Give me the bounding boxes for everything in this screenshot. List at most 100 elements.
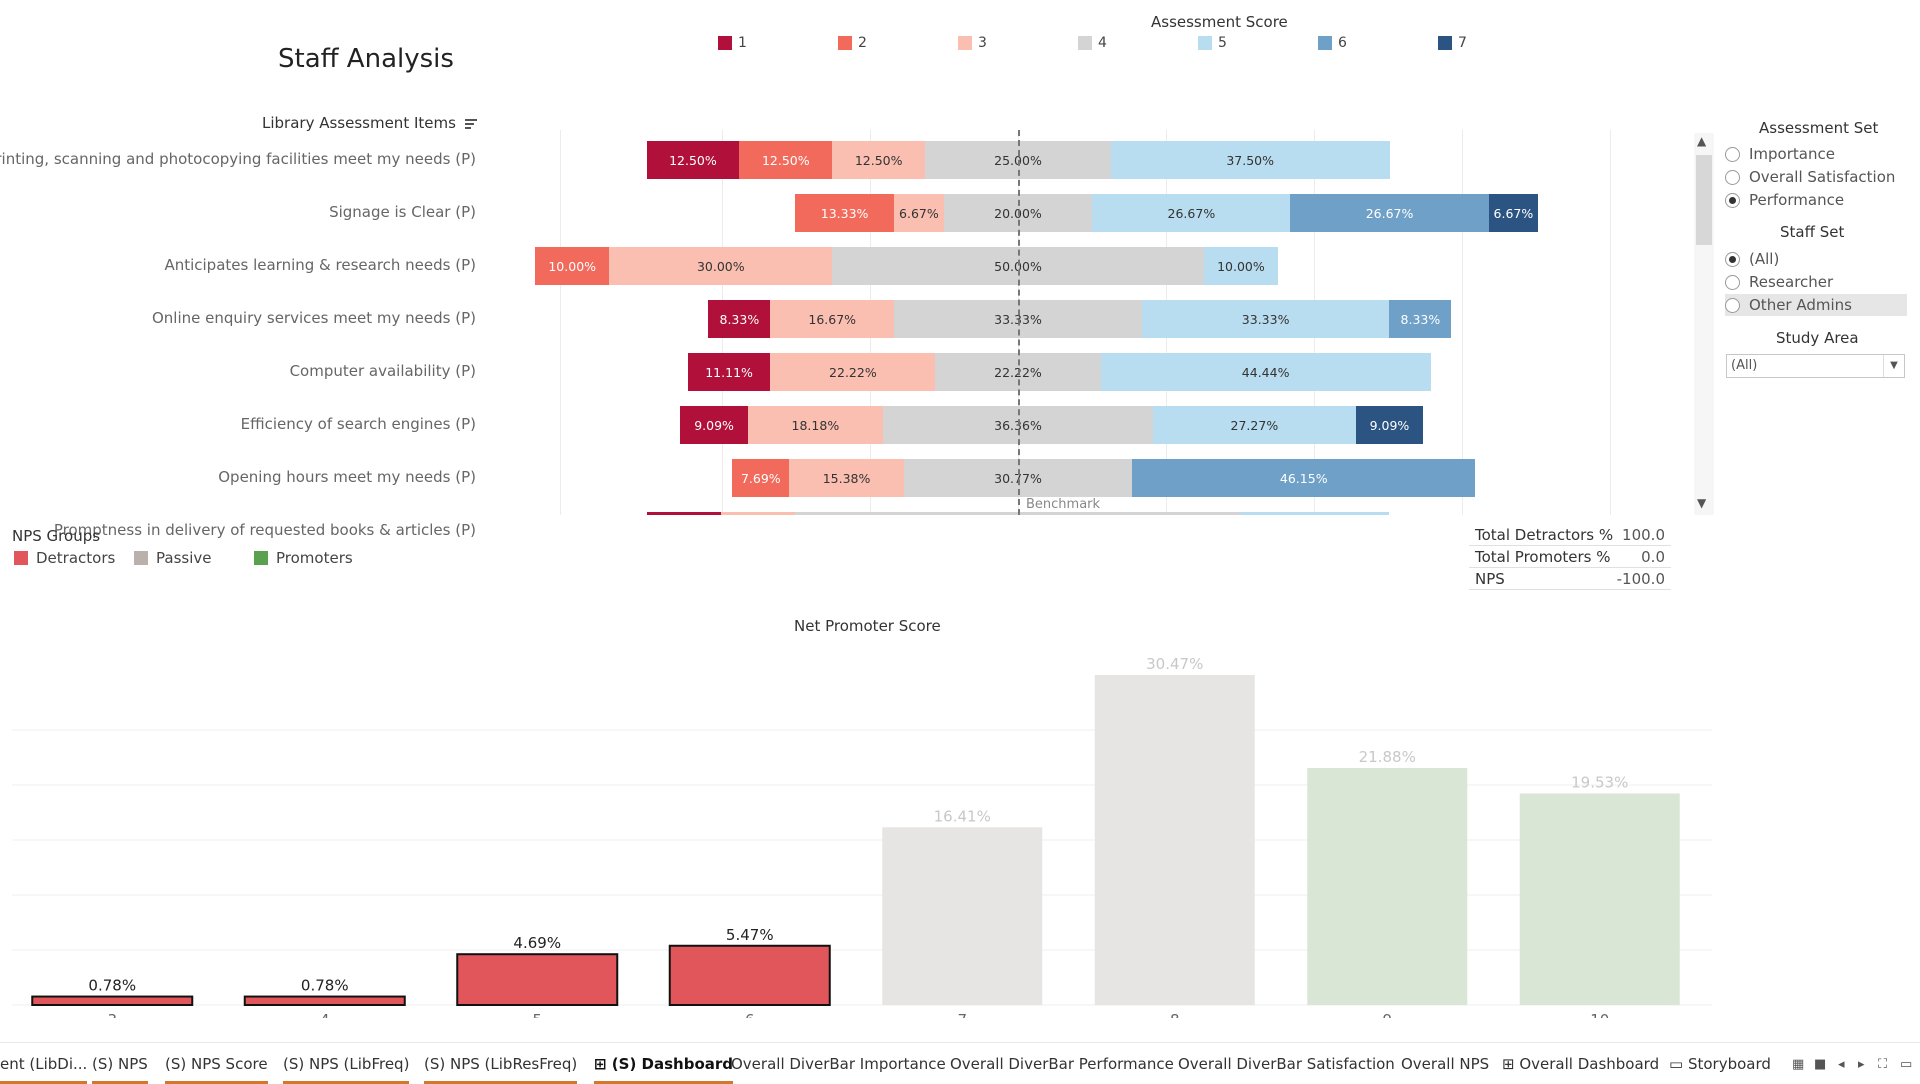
row-label: Printing, scanning and photocopying faci… (0, 150, 476, 168)
sort-icon[interactable] (464, 117, 477, 131)
bar-segment-score-3[interactable]: 15.38% (789, 459, 904, 497)
gridline (1610, 130, 1611, 515)
nps-bar-5[interactable] (456, 953, 619, 1007)
bar-segment-score-4[interactable]: 33.33% (894, 300, 1142, 338)
bar-segment-score-6[interactable]: 46.15% (1132, 459, 1476, 497)
nps-bar-3[interactable] (31, 995, 194, 1006)
scroll-up-icon[interactable]: ▲ (1697, 134, 1707, 148)
bar-segment-score-5[interactable]: 10.00% (1203, 247, 1279, 285)
nps-group-detractors[interactable]: Detractors (14, 549, 115, 567)
bar-segment-score-4[interactable]: 30.77% (903, 459, 1133, 497)
grid-icon[interactable]: ■ (1814, 1057, 1827, 1072)
study-area-dropdown[interactable]: (All) ▼ (1726, 354, 1905, 378)
tab-overall-diverbar-importance[interactable]: Overall DiverBar Importance (731, 1055, 946, 1081)
summary-value: -100.0 (1616, 570, 1665, 588)
bar-segment-score-5[interactable]: 27.27% (1153, 406, 1356, 444)
bar-segment-score-3[interactable]: 30.00% (609, 247, 833, 285)
nps-bar-9[interactable] (1307, 768, 1468, 1005)
radio-option[interactable]: Importance (1725, 143, 1907, 165)
bar-segment-score-5[interactable]: 26.67% (1092, 194, 1291, 232)
radio-option[interactable]: Overall Satisfaction (1725, 166, 1907, 188)
nps-group-passive[interactable]: Passive (134, 549, 211, 567)
tab-storyboard[interactable]: ▭ Storyboard (1669, 1055, 1771, 1081)
bar-segment-score-2[interactable]: 12.50% (739, 141, 833, 179)
radio-option[interactable]: (All) (1725, 248, 1907, 270)
scroll-down-icon[interactable]: ▼ (1697, 496, 1707, 510)
nps-bar-10[interactable] (1519, 793, 1680, 1005)
bar-segment-score-5[interactable]: 44.44% (1100, 353, 1431, 391)
tab-label: Overall DiverBar Performance (950, 1055, 1174, 1073)
legend-item-5[interactable]: 5 (1198, 35, 1227, 51)
bar-segment-score-3[interactable]: 18.18% (747, 406, 883, 444)
bar-segment-score-4[interactable] (795, 512, 1241, 515)
bar-segment-score-3[interactable]: 6.67% (894, 194, 944, 232)
radio-option[interactable]: Other Admins (1725, 294, 1907, 316)
next-icon[interactable]: ▸ (1858, 1057, 1865, 1072)
nps-data-label: 0.78% (301, 977, 349, 995)
bar-segment-score-4[interactable]: 36.36% (882, 406, 1154, 444)
legend-label: 5 (1218, 35, 1227, 51)
nps-groups-title: NPS Groups (12, 527, 101, 545)
bar-segment-score-5[interactable] (1240, 512, 1390, 515)
bar-segment-score-2[interactable]: 10.00% (535, 247, 610, 285)
filmstrip-icon[interactable]: ▦ (1792, 1057, 1805, 1072)
bar-segment-score-5[interactable]: 37.50% (1110, 141, 1390, 179)
radio-icon[interactable] (1725, 169, 1740, 185)
chevron-down-icon[interactable]: ▼ (1883, 355, 1904, 377)
tab-overall-diverbar-satisfaction[interactable]: Overall DiverBar Satisfaction (1178, 1055, 1395, 1081)
tab-overall-nps[interactable]: Overall NPS (1401, 1055, 1489, 1081)
bar-segment-score-1[interactable]: 9.09% (680, 406, 748, 444)
nps-data-label: 30.47% (1146, 655, 1203, 673)
legend-item-1[interactable]: 1 (718, 35, 747, 51)
bar-segment-score-3[interactable]: 22.22% (770, 353, 936, 391)
bar-segment-score-6[interactable]: 26.67% (1290, 194, 1489, 232)
rows-header[interactable]: Library Assessment Items (262, 114, 477, 132)
bar-segment-score-3[interactable] (720, 512, 796, 515)
bar-segment-score-2[interactable]: 13.33% (795, 194, 895, 232)
nps-group-promoters[interactable]: Promoters (254, 549, 353, 567)
bar-segment-score-2[interactable]: 7.69% (732, 459, 790, 497)
tab-label: ent (LibDi... (0, 1055, 88, 1073)
legend-label: Detractors (36, 549, 116, 567)
bar-segment-score-6[interactable]: 8.33% (1389, 300, 1452, 338)
bar-segment-score-4[interactable]: 20.00% (943, 194, 1093, 232)
radio-icon[interactable] (1725, 274, 1740, 290)
legend-item-7[interactable]: 7 (1438, 35, 1467, 51)
radio-icon[interactable] (1725, 192, 1740, 208)
legend-item-2[interactable]: 2 (838, 35, 867, 51)
bar-segment-score-7[interactable]: 9.09% (1355, 406, 1424, 444)
legend-item-4[interactable]: 4 (1078, 35, 1107, 51)
nps-bar-7[interactable] (882, 827, 1043, 1005)
legend-item-3[interactable]: 3 (958, 35, 987, 51)
legend-swatch (134, 551, 148, 565)
scrollbar-thumb[interactable] (1696, 155, 1712, 245)
radio-option[interactable]: Researcher (1725, 271, 1907, 293)
bar-segment-score-1[interactable]: 11.11% (687, 353, 771, 391)
bar-segment-score-4[interactable]: 22.22% (935, 353, 1101, 391)
x-tick-label: 8 (1170, 1011, 1180, 1018)
radio-option[interactable]: Performance (1725, 189, 1907, 211)
bar-segment-score-7[interactable]: 6.67% (1488, 194, 1539, 232)
bar-segment-score-3[interactable]: 16.67% (770, 300, 895, 338)
nps-data-label: 21.88% (1359, 748, 1416, 766)
nps-bar-4[interactable] (243, 995, 406, 1006)
bar-segment-score-1[interactable]: 12.50% (646, 141, 740, 179)
present-icon[interactable]: ▭ (1900, 1057, 1913, 1072)
prev-icon[interactable]: ◂ (1838, 1057, 1845, 1072)
tab-label: Overall DiverBar Importance (731, 1055, 946, 1073)
bar-segment-score-1[interactable]: 8.33% (708, 300, 771, 338)
radio-icon[interactable] (1725, 146, 1740, 162)
bar-segment-score-5[interactable]: 33.33% (1141, 300, 1390, 338)
nps-bar-8[interactable] (1094, 675, 1255, 1005)
tab-overall-dashboard[interactable]: ⊞ Overall Dashboard (1502, 1055, 1659, 1081)
nps-summary-table: Total Detractors % 100.0 Total Promoters %… (1469, 524, 1671, 590)
fullscreen-icon[interactable]: ⛶ (1878, 1057, 1888, 1072)
bar-segment-score-1[interactable] (646, 512, 721, 515)
bar-segment-score-3[interactable]: 12.50% (832, 141, 926, 179)
nps-bar-6[interactable] (668, 944, 831, 1006)
radio-icon[interactable] (1725, 297, 1740, 313)
legend-swatch (254, 551, 268, 565)
tab-overall-diverbar-performance[interactable]: Overall DiverBar Performance (950, 1055, 1174, 1081)
radio-icon[interactable] (1725, 251, 1740, 267)
legend-item-6[interactable]: 6 (1318, 35, 1347, 51)
